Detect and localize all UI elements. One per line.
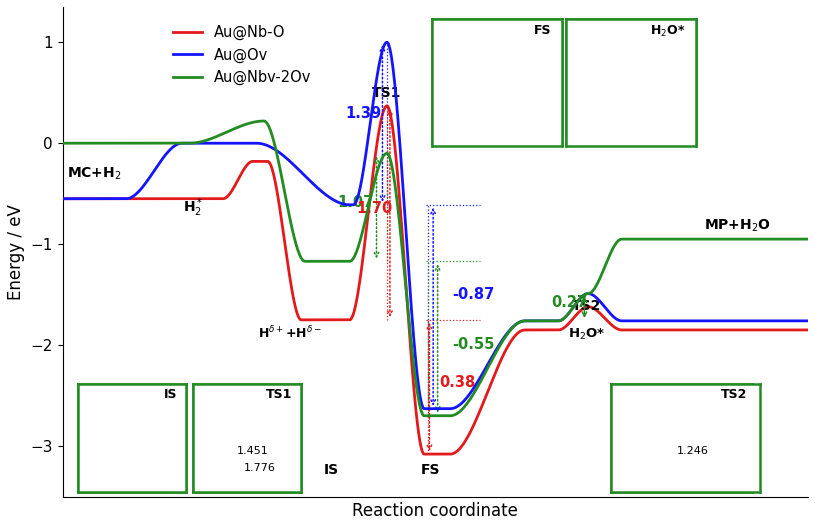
Au@Nb-O bbox=[58, 196, 68, 202]
Text: 0.27: 0.27 bbox=[552, 295, 588, 310]
Au@Ov bbox=[605, 309, 615, 316]
Text: H$_2^*$: H$_2^*$ bbox=[183, 196, 203, 219]
Au@Ov bbox=[555, 317, 565, 324]
Line: Au@Nbv-2Ov: Au@Nbv-2Ov bbox=[63, 121, 808, 416]
Line: Au@Ov: Au@Ov bbox=[63, 42, 808, 408]
Au@Nb-O bbox=[599, 314, 609, 320]
Legend: Au@Nb-O, Au@Ov, Au@Nbv-2Ov: Au@Nb-O, Au@Ov, Au@Nbv-2Ov bbox=[167, 19, 317, 91]
Text: -0.87: -0.87 bbox=[452, 287, 494, 301]
Au@Ov bbox=[803, 318, 813, 324]
Text: H$_2$O*: H$_2$O* bbox=[568, 327, 606, 342]
Au@Nb-O bbox=[606, 321, 615, 327]
Line: Au@Nb-O: Au@Nb-O bbox=[63, 106, 808, 454]
Au@Nb-O bbox=[349, 309, 359, 315]
Text: MC+H$_2$: MC+H$_2$ bbox=[67, 165, 121, 182]
Au@Ov bbox=[420, 405, 430, 412]
Au@Nbv-2Ov bbox=[268, 136, 278, 143]
Au@Nbv-2Ov bbox=[576, 295, 586, 301]
X-axis label: Reaction coordinate: Reaction coordinate bbox=[352, 502, 518, 520]
Au@Nb-O bbox=[420, 451, 430, 457]
Text: IS: IS bbox=[324, 463, 338, 477]
Au@Nb-O bbox=[382, 103, 392, 109]
Au@Nbv-2Ov bbox=[594, 278, 604, 284]
Au@Nbv-2Ov bbox=[803, 236, 813, 242]
Au@Ov bbox=[576, 295, 586, 301]
Text: TS1: TS1 bbox=[372, 86, 402, 100]
Text: 1.07: 1.07 bbox=[337, 196, 374, 210]
Au@Nb-O bbox=[803, 327, 813, 333]
Text: -0.55: -0.55 bbox=[452, 337, 494, 352]
Au@Nbv-2Ov bbox=[420, 413, 430, 419]
Text: TS2: TS2 bbox=[572, 299, 601, 313]
Au@Nbv-2Ov bbox=[605, 252, 615, 259]
Text: MP+H$_2$O: MP+H$_2$O bbox=[703, 218, 771, 234]
Text: 0.38: 0.38 bbox=[439, 375, 475, 390]
Y-axis label: Energy / eV: Energy / eV bbox=[7, 204, 25, 300]
Text: H$^{\delta+}$+H$^{\delta-}$: H$^{\delta+}$+H$^{\delta-}$ bbox=[258, 325, 322, 341]
Au@Nbv-2Ov bbox=[555, 317, 565, 324]
Au@Ov bbox=[271, 148, 281, 154]
Au@Nbv-2Ov bbox=[58, 140, 68, 147]
Au@Nb-O bbox=[244, 160, 254, 166]
Au@Ov bbox=[58, 196, 68, 202]
Text: 1.70: 1.70 bbox=[356, 201, 392, 216]
Au@Nb-O bbox=[253, 158, 263, 164]
Au@Ov bbox=[564, 310, 574, 317]
Au@Nbv-2Ov bbox=[564, 310, 574, 317]
Text: FS: FS bbox=[421, 463, 440, 477]
Au@Ov bbox=[382, 39, 392, 45]
Au@Nbv-2Ov bbox=[259, 118, 269, 124]
Text: 1.39: 1.39 bbox=[345, 106, 381, 122]
Au@Nb-O bbox=[603, 318, 613, 324]
Au@Ov bbox=[594, 297, 604, 303]
